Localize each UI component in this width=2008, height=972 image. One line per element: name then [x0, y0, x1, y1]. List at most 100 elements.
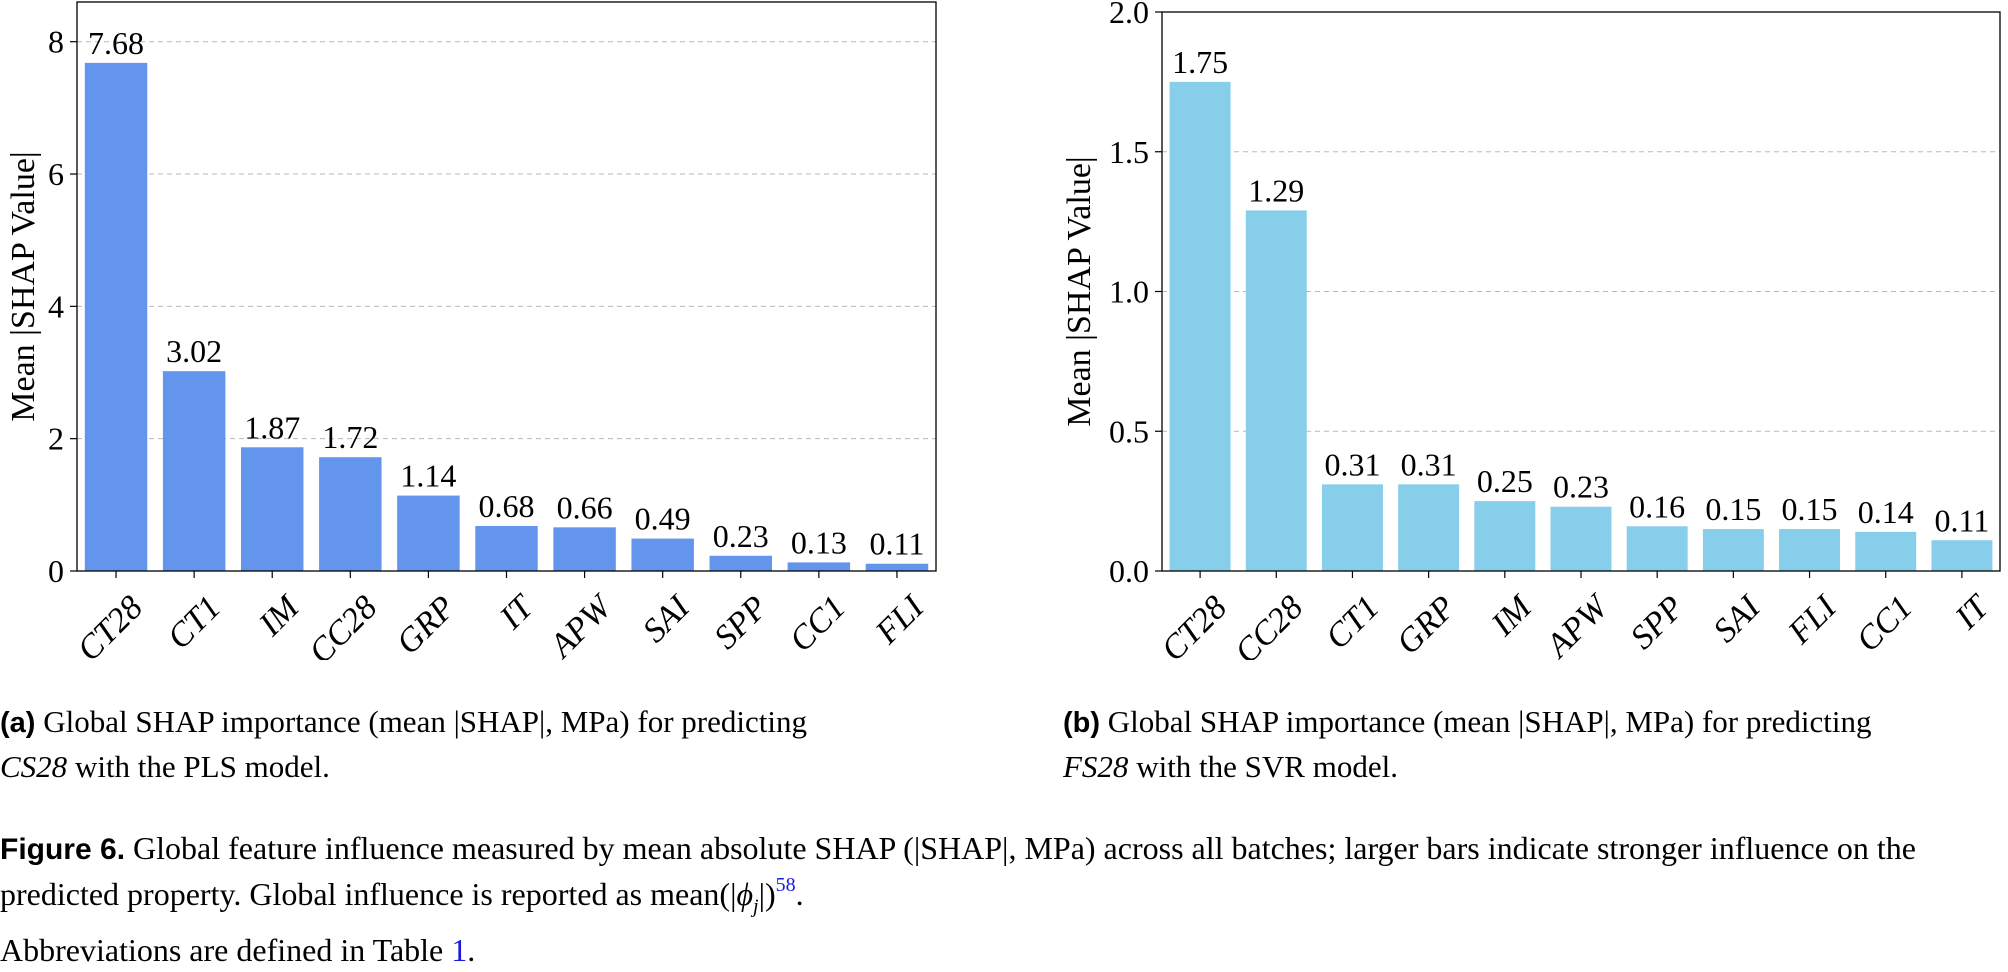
bar-value-label: 0.31 [1401, 446, 1457, 482]
caption-a-target: CS28 [0, 749, 68, 784]
bar-it [1931, 540, 1993, 571]
x-tick-label: CT1 [1319, 589, 1387, 657]
x-tick-label: SPP [707, 589, 775, 657]
figure-caption: Figure 6. Global feature influence measu… [0, 826, 2008, 972]
y-axis-label: Mean |SHAP Value| [5, 151, 42, 422]
reference-58-link[interactable]: 58 [775, 874, 796, 897]
bar-ct1 [1321, 484, 1383, 571]
y-tick-label: 2 [48, 421, 64, 457]
y-tick-label: 1.5 [1109, 134, 1149, 170]
bar-sai [1702, 529, 1764, 571]
bar-cc1 [787, 562, 851, 571]
x-tick-label: CC1 [783, 589, 853, 659]
x-tick-label: FLI [1781, 588, 1845, 652]
x-tick-label: SPP [1624, 589, 1692, 657]
figure-caption-text: Global feature influence measured by mea… [0, 830, 1916, 912]
caption-a-tag: (a) [0, 707, 36, 739]
bar-im [240, 447, 304, 571]
y-tick-label: 4 [48, 288, 64, 324]
caption-a-text-end: with the PLS model. [67, 749, 330, 784]
x-tick-label: APW [1538, 587, 1617, 660]
bar-it [475, 526, 538, 571]
caption-b-text: Global SHAP importance (mean |SHAP|, MPa… [1100, 704, 1872, 739]
x-tick-label: CT1 [161, 589, 229, 657]
bar-value-label: 1.29 [1248, 172, 1304, 208]
x-tick-label: IT [492, 587, 542, 637]
bar-value-label: 0.15 [1782, 491, 1838, 527]
bar-value-label: 3.02 [166, 333, 222, 369]
bar-cc28 [319, 457, 382, 571]
y-axis-label: Mean |SHAP Value| [1061, 156, 1098, 427]
bar-fli [865, 563, 929, 571]
x-tick-label: GRP [1390, 589, 1463, 660]
bar-value-label: 0.49 [635, 501, 691, 537]
bar-fli [1779, 529, 1841, 571]
bar-ct1 [162, 371, 226, 571]
bar-value-label: 0.13 [791, 524, 847, 560]
bar-ct28 [84, 62, 148, 572]
x-tick-label: SAI [636, 588, 698, 650]
bar-im [1474, 501, 1536, 571]
bar-grp [1398, 484, 1460, 571]
x-tick-label: SAI [1707, 588, 1769, 650]
bar-cc28 [1245, 210, 1307, 571]
bar-ct28 [1169, 81, 1231, 571]
x-tick-label: APW [542, 587, 621, 660]
bar-value-label: 0.16 [1629, 488, 1685, 524]
y-tick-label: 0.5 [1109, 413, 1149, 449]
plot-frame [1161, 11, 2001, 572]
bar-value-label: 0.31 [1324, 446, 1380, 482]
y-tick-label: 0.0 [1109, 553, 1149, 589]
bar-spp [709, 555, 773, 571]
figure-caption-period: . [795, 876, 804, 912]
caption-b-text-end: with the SVR model. [1128, 749, 1398, 784]
caption-a: (a) Global SHAP importance (mean |SHAP|,… [0, 700, 980, 789]
phi-subscript: j [753, 895, 759, 918]
bar-value-label: 0.23 [1553, 469, 1609, 505]
bar-value-label: 0.66 [557, 489, 613, 525]
x-tick-label: CC1 [1850, 589, 1920, 659]
chart-a: 7.68 CT28 3.02 CT1 1.87 IM 1.72 CC28 1.14 GRP 0.68… [5, 1, 937, 660]
bar-sai [631, 538, 694, 571]
bar-value-label: 0.14 [1858, 494, 1914, 530]
bar-apw [553, 527, 616, 571]
y-tick-label: 8 [48, 24, 64, 60]
chart-b: 1.75 CT28 1.29 CC28 0.31 CT1 0.31 GRP 0.25 IM 0.23… [1061, 0, 2001, 660]
y-tick-label: 1.0 [1109, 274, 1149, 310]
caption-b: (b) Global SHAP importance (mean |SHAP|,… [1063, 700, 2008, 789]
bar-value-label: 0.15 [1705, 491, 1761, 527]
x-tick-label: CC28 [1228, 589, 1310, 660]
x-tick-label: IM [1484, 588, 1540, 644]
caption-a-text: Global SHAP importance (mean |SHAP|, MPa… [35, 704, 807, 739]
bar-cc1 [1855, 531, 1917, 571]
y-tick-label: 6 [48, 156, 64, 192]
x-tick-label: CC28 [302, 589, 384, 660]
x-tick-label: CT28 [70, 589, 150, 660]
bar-grp [397, 495, 460, 571]
table-1-link[interactable]: 1 [451, 932, 468, 969]
x-tick-label: GRP [390, 589, 463, 660]
phi-symbol: ϕ [736, 876, 754, 912]
bar-value-label: 0.23 [713, 518, 769, 554]
caption-b-tag: (b) [1063, 707, 1101, 739]
bar-value-label: 1.87 [244, 409, 300, 445]
x-tick-label: FLI [868, 588, 932, 652]
y-tick-label: 0 [48, 553, 64, 589]
bar-value-label: 0.11 [1935, 502, 1990, 538]
bar-value-label: 1.72 [322, 419, 378, 455]
bar-value-label: 0.25 [1477, 463, 1533, 499]
abbreviations-note: Abbreviations are defined in Table [0, 932, 452, 969]
bar-value-label: 0.11 [870, 526, 925, 562]
bar-value-label: 0.68 [479, 488, 535, 524]
bar-spp [1626, 526, 1688, 571]
abbreviations-note-end: . [467, 932, 476, 969]
x-tick-label: IT [1948, 587, 1998, 637]
x-tick-label: IM [251, 588, 307, 644]
x-tick-label: CT28 [1155, 589, 1235, 660]
figure-label: Figure 6. [0, 833, 126, 866]
bar-value-label: 1.75 [1172, 44, 1228, 80]
caption-b-target: FS28 [1063, 749, 1129, 784]
y-tick-label: 2.0 [1109, 0, 1149, 30]
plot-frame [76, 1, 937, 572]
bar-value-label: 1.14 [400, 458, 456, 494]
